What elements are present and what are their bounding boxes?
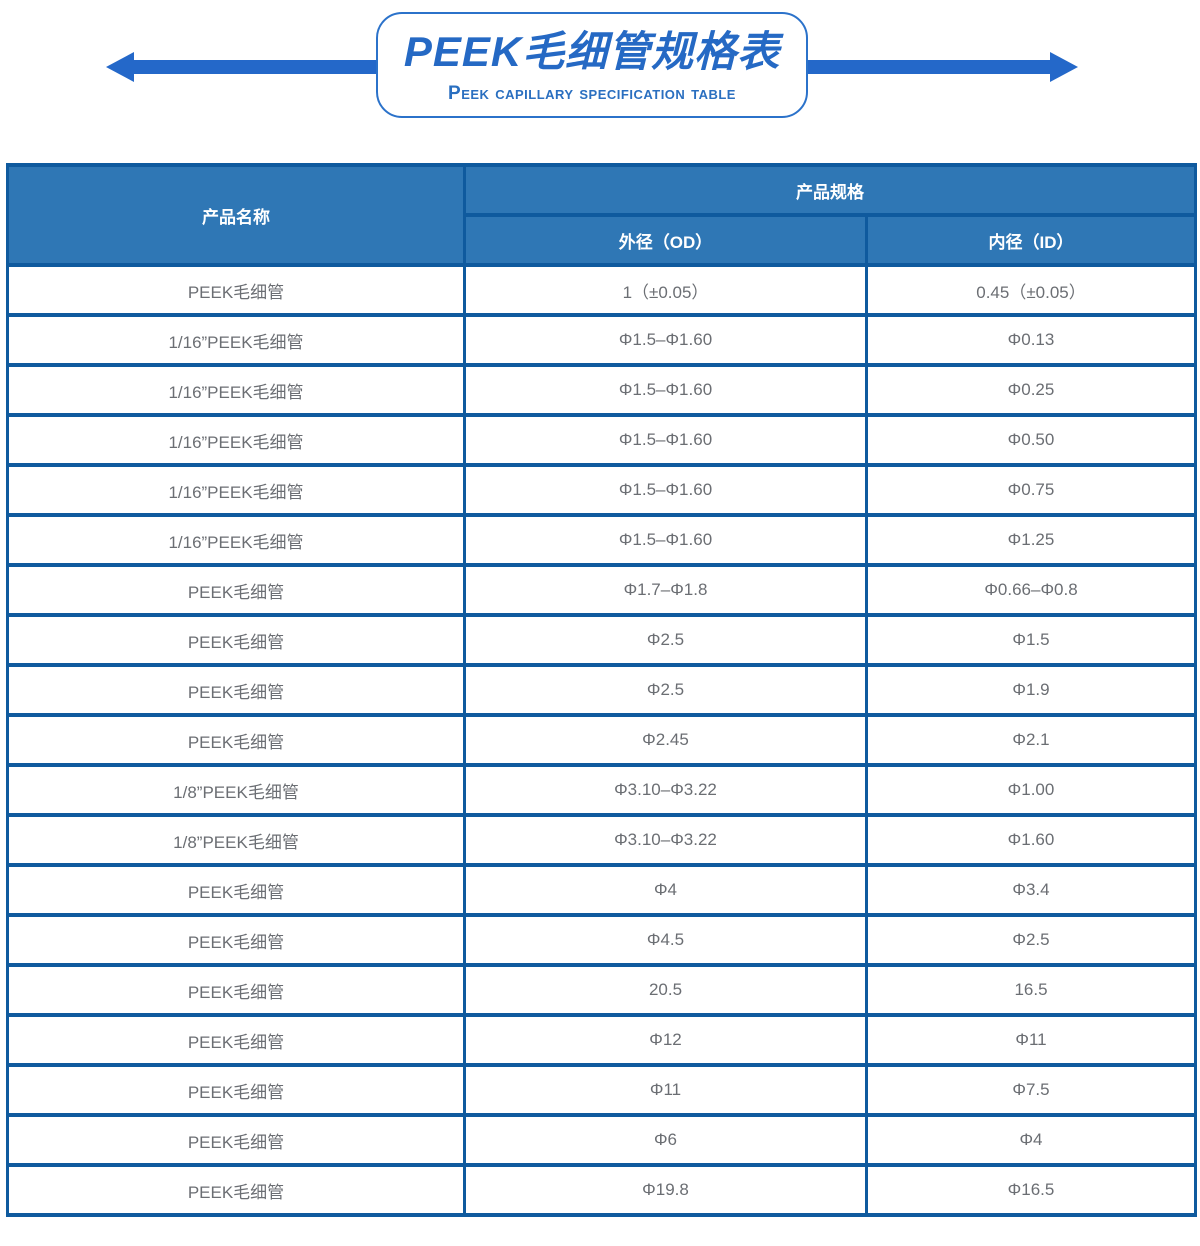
cell-od: 1（±0.05） [463, 263, 868, 317]
cell-product-name: 1/8”PEEK毛细管 [6, 813, 466, 867]
header-row-1: 产品名称 产品规格 [6, 163, 1197, 267]
cell-product-name: PEEK毛细管 [6, 1063, 466, 1117]
left-arrow-icon [106, 52, 134, 82]
page-subtitle: Peek capillary specification table [448, 83, 736, 104]
cell-od: Φ6 [463, 1113, 868, 1167]
cell-id: Φ2.1 [865, 713, 1197, 767]
title-box: PEEK毛细管规格表 Peek capillary specification … [376, 12, 808, 118]
cell-id: Φ0.13 [865, 313, 1197, 367]
table-row: 1/16”PEEK毛细管 Φ1.5–Φ1.60 Φ0.13 [6, 313, 1197, 367]
cell-od: Φ3.10–Φ3.22 [463, 763, 868, 817]
table-row: 1/16”PEEK毛细管 Φ1.5–Φ1.60 Φ0.75 [6, 463, 1197, 517]
cell-product-name: PEEK毛细管 [6, 863, 466, 917]
cell-product-name: 1/16”PEEK毛细管 [6, 513, 466, 567]
table-row: PEEK毛细管 Φ2.45 Φ2.1 [6, 713, 1197, 767]
table-row: 1/16”PEEK毛细管 Φ1.5–Φ1.60 Φ0.25 [6, 363, 1197, 417]
cell-product-name: PEEK毛细管 [6, 563, 466, 617]
cell-product-name: 1/16”PEEK毛细管 [6, 313, 466, 367]
cell-id: Φ3.4 [865, 863, 1197, 917]
cell-product-name: PEEK毛细管 [6, 913, 466, 967]
left-arrow-shaft [130, 60, 380, 74]
spec-table-header: 产品名称 产品规格 外径（OD） 内径（ID） [6, 163, 1197, 267]
table-row: PEEK毛细管 Φ19.8 Φ16.5 [6, 1163, 1197, 1217]
cell-product-name: PEEK毛细管 [6, 1163, 466, 1217]
table-row: PEEK毛细管 Φ6 Φ4 [6, 1113, 1197, 1167]
cell-od: Φ1.5–Φ1.60 [463, 313, 868, 367]
cell-id: Φ16.5 [865, 1163, 1197, 1217]
cell-od: Φ1.5–Φ1.60 [463, 413, 868, 467]
table-row: PEEK毛细管 Φ2.5 Φ1.9 [6, 663, 1197, 717]
table-row: PEEK毛细管 20.5 16.5 [6, 963, 1197, 1017]
table-row: PEEK毛细管 Φ1.7–Φ1.8 Φ0.66–Φ0.8 [6, 563, 1197, 617]
cell-product-name: PEEK毛细管 [6, 263, 466, 317]
cell-product-name: PEEK毛细管 [6, 613, 466, 667]
cell-od: Φ4 [463, 863, 868, 917]
cell-product-name: 1/16”PEEK毛细管 [6, 363, 466, 417]
table-row: PEEK毛细管 Φ4.5 Φ2.5 [6, 913, 1197, 967]
header-od: 外径（OD） [463, 213, 868, 267]
page-title: PEEK毛细管规格表 [403, 28, 781, 75]
table-row: PEEK毛细管 Φ11 Φ7.5 [6, 1063, 1197, 1117]
cell-od: Φ1.5–Φ1.60 [463, 363, 868, 417]
table-row: PEEK毛细管 Φ2.5 Φ1.5 [6, 613, 1197, 667]
cell-id: Φ0.25 [865, 363, 1197, 417]
cell-od: Φ3.10–Φ3.22 [463, 813, 868, 867]
table-row: 1/8”PEEK毛细管 Φ3.10–Φ3.22 Φ1.00 [6, 763, 1197, 817]
cell-od: Φ2.5 [463, 613, 868, 667]
cell-id: Φ1.60 [865, 813, 1197, 867]
header-id: 内径（ID） [865, 213, 1197, 267]
table-row: 1/16”PEEK毛细管 Φ1.5–Φ1.60 Φ0.50 [6, 413, 1197, 467]
cell-product-name: PEEK毛细管 [6, 1113, 466, 1167]
cell-id: Φ0.75 [865, 463, 1197, 517]
cell-od: Φ4.5 [463, 913, 868, 967]
cell-id: Φ1.00 [865, 763, 1197, 817]
cell-od: Φ2.45 [463, 713, 868, 767]
cell-od: Φ1.5–Φ1.60 [463, 513, 868, 567]
cell-id: Φ0.66–Φ0.8 [865, 563, 1197, 617]
cell-od: Φ19.8 [463, 1163, 868, 1217]
table-row: 1/8”PEEK毛细管 Φ3.10–Φ3.22 Φ1.60 [6, 813, 1197, 867]
header-product-name: 产品名称 [6, 163, 466, 267]
cell-id: Φ0.50 [865, 413, 1197, 467]
cell-od: Φ2.5 [463, 663, 868, 717]
cell-od: Φ11 [463, 1063, 868, 1117]
cell-od: Φ1.7–Φ1.8 [463, 563, 868, 617]
cell-product-name: 1/16”PEEK毛细管 [6, 463, 466, 517]
cell-id: Φ2.5 [865, 913, 1197, 967]
right-arrow-shaft [806, 60, 1054, 74]
cell-id: Φ4 [865, 1113, 1197, 1167]
cell-id: Φ1.9 [865, 663, 1197, 717]
cell-od: Φ1.5–Φ1.60 [463, 463, 868, 517]
cell-od: 20.5 [463, 963, 868, 1017]
cell-id: Φ7.5 [865, 1063, 1197, 1117]
title-banner: PEEK毛细管规格表 Peek capillary specification … [0, 0, 1200, 140]
header-product-spec: 产品规格 [463, 163, 1197, 217]
table-row: PEEK毛细管 Φ4 Φ3.4 [6, 863, 1197, 917]
right-arrow-icon [1050, 52, 1078, 82]
table-row: PEEK毛细管 Φ12 Φ11 [6, 1013, 1197, 1067]
spec-table-body: PEEK毛细管 1（±0.05） 0.45（±0.05） 1/16”PEEK毛细… [6, 263, 1197, 1217]
cell-id: 16.5 [865, 963, 1197, 1017]
table-row: 1/16”PEEK毛细管 Φ1.5–Φ1.60 Φ1.25 [6, 513, 1197, 567]
cell-product-name: PEEK毛细管 [6, 963, 466, 1017]
cell-id: Φ1.25 [865, 513, 1197, 567]
cell-product-name: 1/8”PEEK毛细管 [6, 763, 466, 817]
cell-product-name: PEEK毛细管 [6, 663, 466, 717]
cell-product-name: PEEK毛细管 [6, 1013, 466, 1067]
spec-table: 产品名称 产品规格 外径（OD） 内径（ID） PEEK毛细管 1（±0.05）… [6, 163, 1197, 1217]
cell-product-name: PEEK毛细管 [6, 713, 466, 767]
cell-od: Φ12 [463, 1013, 868, 1067]
table-row: PEEK毛细管 1（±0.05） 0.45（±0.05） [6, 263, 1197, 317]
header-row-2: 外径（OD） 内径（ID） [8, 213, 1197, 267]
cell-id: Φ11 [865, 1013, 1197, 1067]
cell-id: Φ1.5 [865, 613, 1197, 667]
cell-product-name: 1/16”PEEK毛细管 [6, 413, 466, 467]
cell-id: 0.45（±0.05） [865, 263, 1197, 317]
